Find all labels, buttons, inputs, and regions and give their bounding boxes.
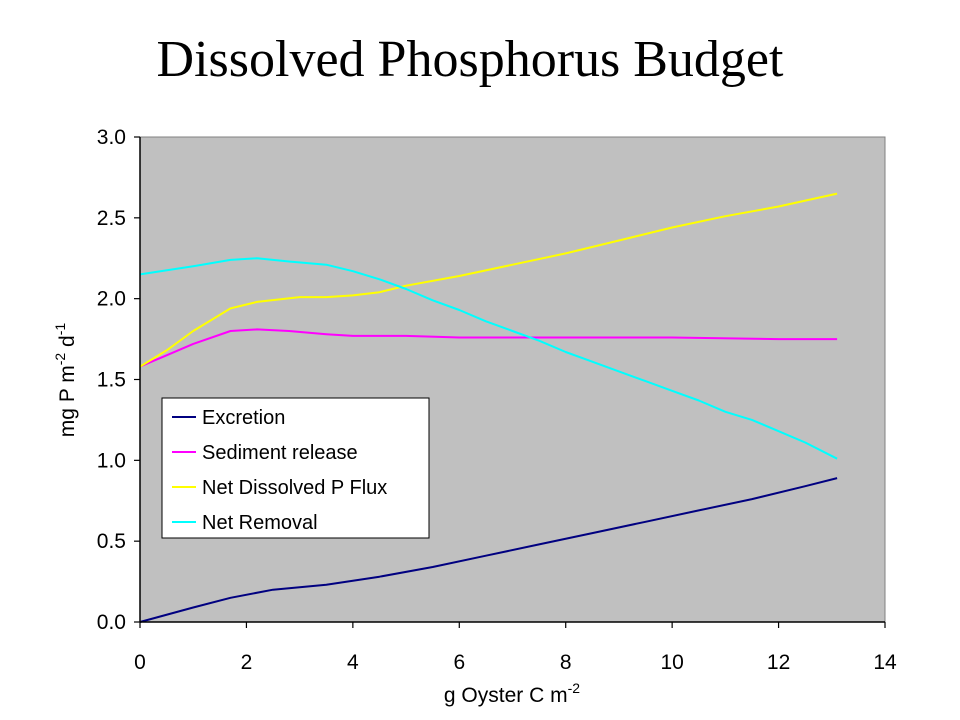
legend: Excretion Sediment release Net Dissolved P… [161,397,430,539]
series-line-2 [139,192,838,368]
y-axis-label-superscript-1: -2 [52,353,68,366]
legend-label-0: Excretion [202,407,285,429]
y-tick-label-2: 1.0 [97,449,126,472]
x-tick-label-7: 14 [873,651,897,674]
legend-label-1: Sediment release [202,442,358,464]
x-tick-label-1: 2 [241,651,253,674]
ticks-layer: 0.0 0.5 1.0 1.5 2.0 2.5 3.0 0 2 4 6 8 10 12 14 [97,126,897,674]
chart-title: Dissolved Phosphorus Budget [156,31,784,88]
y-tick-label-4: 2.0 [97,288,126,311]
y-axis-label-superscript-2: -1 [52,323,68,336]
x-axis-label: g Oyster C m-2 [444,680,580,707]
y-tick-label-0: 0.0 [97,611,126,634]
legend-box [161,397,430,539]
x-tick-label-3: 6 [453,651,465,674]
legend-label-2: Net Dissolved P Flux [202,477,387,499]
y-tick-label-1: 0.5 [97,530,126,553]
y-axis-label: mg P m-2 d-1 [52,323,79,438]
y-tick-label-6: 3.0 [97,126,126,149]
x-axis-label-text: g Oyster C m [444,684,568,707]
y-axis-label-unit: d [56,335,79,353]
legend-label-3: Net Removal [202,512,318,534]
x-tick-label-0: 0 [134,651,146,674]
x-tick-label-5: 10 [660,651,683,674]
y-tick-label-3: 1.5 [97,369,126,392]
x-tick-label-2: 4 [347,651,359,674]
y-axis-label-text: mg P m [56,365,79,437]
x-axis-label-superscript: -2 [568,680,581,696]
series-line-0 [139,477,838,623]
series-line-1 [139,328,838,368]
y-tick-label-5: 2.5 [97,207,126,230]
x-tick-label-4: 8 [560,651,572,674]
x-tick-label-6: 12 [767,651,790,674]
series-line-3 [139,257,838,460]
series-layer [139,192,838,623]
plot-area [139,136,886,623]
